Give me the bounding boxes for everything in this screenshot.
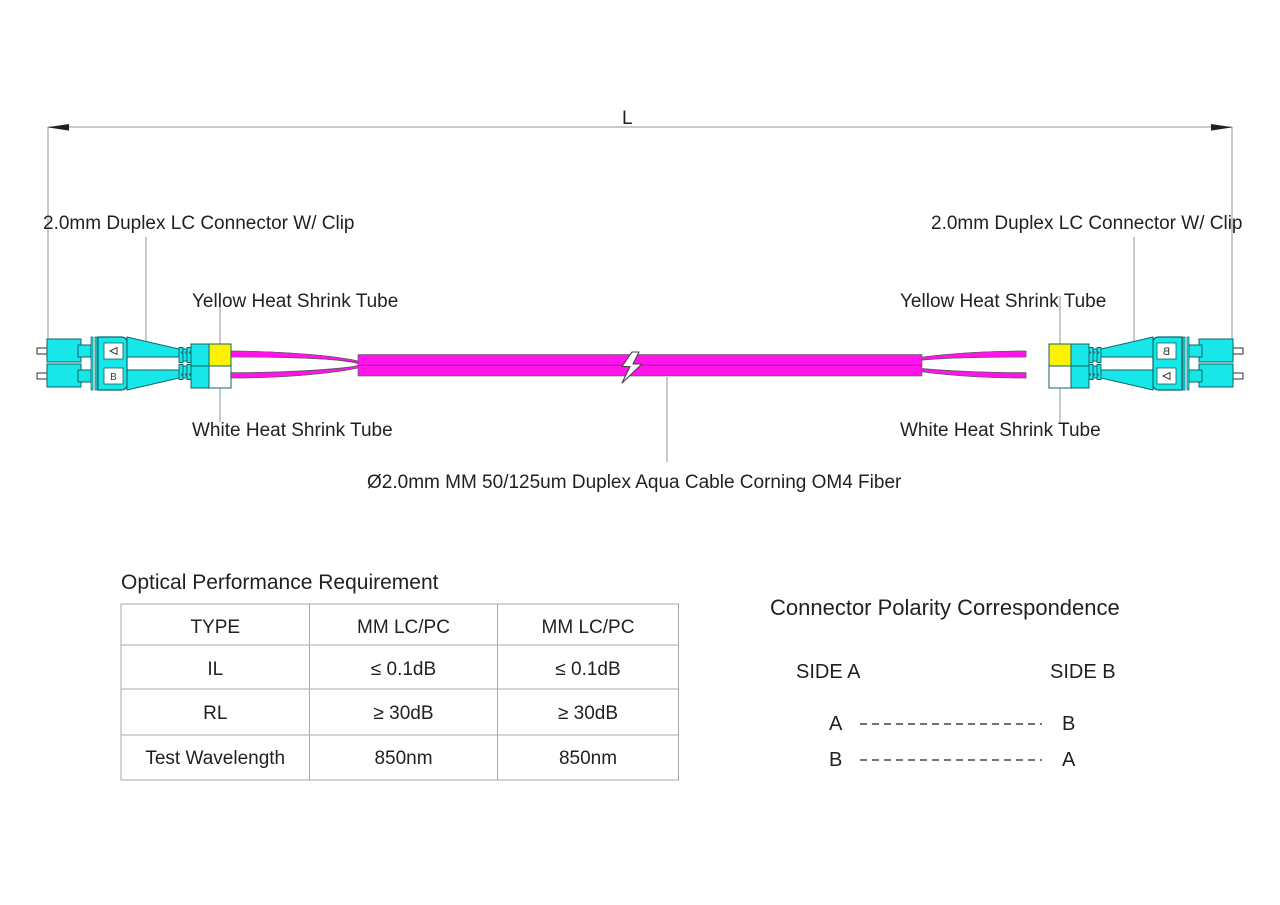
svg-text:B: B [1163,346,1170,358]
svg-text:B: B [110,372,117,383]
